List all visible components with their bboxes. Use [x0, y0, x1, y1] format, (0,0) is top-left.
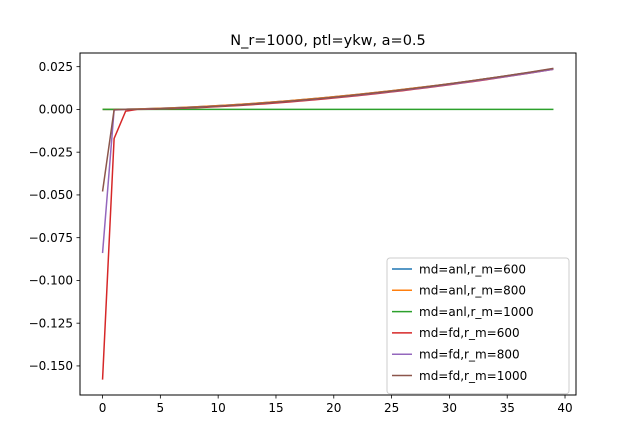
- legend-box: [386, 257, 570, 395]
- legend-label-4: md=fd,r_m=600: [419, 326, 520, 340]
- y-tick-label: −0.100: [29, 274, 73, 288]
- legend-label-1: md=anl,r_m=600: [419, 262, 526, 276]
- y-tick-label: −0.050: [29, 188, 73, 202]
- legend-label-2: md=anl,r_m=800: [419, 284, 526, 298]
- x-axis: 0 5 10 15 20 25 30 35 40: [99, 395, 573, 415]
- plot-lines: [101, 67, 554, 380]
- x-tick-label: 15: [268, 401, 283, 415]
- y-tick-label: 0.000: [39, 103, 73, 117]
- x-tick-label: 10: [211, 401, 226, 415]
- y-axis: 0.025 0.000 −0.025 −0.050 −0.075 −0.100 −0.125…: [29, 60, 80, 373]
- y-tick-label: −0.075: [29, 231, 73, 245]
- plot-frame: [79, 52, 577, 396]
- x-tick-label: 25: [384, 401, 399, 415]
- legend-label-5: md=fd,r_m=800: [419, 348, 520, 362]
- chart-title: N_r=1000, ptl=ykw, a=0.5: [230, 33, 426, 49]
- y-tick-label: −0.125: [29, 316, 73, 330]
- y-tick-label: −0.150: [29, 359, 73, 373]
- y-tick-label: 0.025: [39, 60, 73, 74]
- series-line-6: [101, 67, 554, 192]
- legend-label-6: md=fd,r_m=1000: [419, 369, 527, 383]
- x-tick-label: 30: [442, 401, 457, 415]
- legend-label-3: md=anl,r_m=1000: [419, 305, 534, 319]
- y-tick-label: −0.025: [29, 145, 73, 159]
- x-tick-label: 35: [500, 401, 515, 415]
- x-tick-label: 20: [326, 401, 341, 415]
- legend: md=anl,r_m=600 md=anl,r_m=800 md=anl,r_m=1…: [386, 257, 570, 395]
- x-tick-label: 0: [99, 401, 107, 415]
- x-tick-label: 40: [557, 401, 572, 415]
- x-tick-label: 5: [157, 401, 165, 415]
